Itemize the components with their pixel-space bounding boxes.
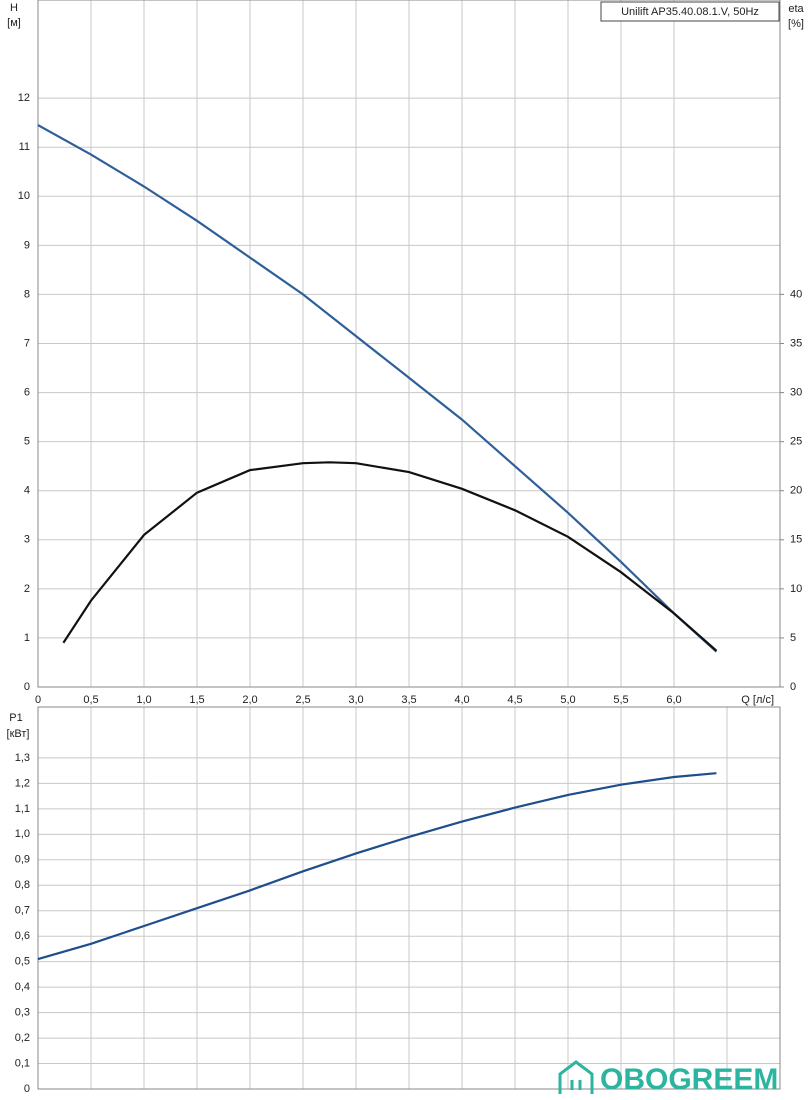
y2-tick-label: 40	[790, 288, 802, 300]
brand-text: OBOGREEM	[600, 1063, 778, 1096]
x-tick-label: 1,0	[136, 694, 151, 706]
x-tick-label: 5,5	[613, 694, 628, 706]
y-tick-label: 0,6	[15, 930, 30, 942]
x-tick-label: 4,0	[454, 694, 469, 706]
y-tick-label: 8	[24, 288, 30, 300]
y2-tick-label: 30	[790, 386, 802, 398]
y-tick-label: 5	[24, 436, 30, 448]
y2-tick-label: 25	[790, 436, 802, 448]
y-tick-label: 2	[24, 583, 30, 595]
x-tick-label: 1,5	[189, 694, 204, 706]
y-tick-label: 1,3	[15, 752, 30, 764]
y2-tick-label: 0	[790, 681, 796, 693]
y-tick-label: 6	[24, 386, 30, 398]
y-tick-label: 12	[18, 92, 30, 104]
y-tick-label: 1,0	[15, 828, 30, 840]
y2-tick-label: 20	[790, 485, 802, 497]
x-tick-label: 2,0	[242, 694, 257, 706]
y2-tick-label: 35	[790, 337, 802, 349]
y-tick-label: 7	[24, 337, 30, 349]
y-tick-label: 0,9	[15, 854, 30, 866]
y-tick-label: 0	[24, 681, 30, 693]
x-tick-label: 4,5	[507, 694, 522, 706]
x-tick-label: 0	[35, 694, 41, 706]
y-tick-label: 0,1	[15, 1057, 30, 1069]
x-tick-label: 6,0	[666, 694, 681, 706]
y2-tick-label: 10	[790, 583, 802, 595]
brand-icon	[558, 1060, 594, 1094]
y-axis-label: H	[10, 2, 18, 14]
series-line	[37, 772, 717, 961]
y-tick-label: 0,5	[15, 956, 30, 968]
y-tick-label: 1	[24, 632, 30, 644]
y-tick-label: 9	[24, 239, 30, 251]
y2-tick-label: 5	[790, 632, 796, 644]
plot-frame	[37, 706, 781, 1090]
x-tick-label: 5,0	[560, 694, 575, 706]
y-tick-label: 4	[24, 485, 30, 497]
y2-axis-label: eta	[788, 3, 804, 15]
x-axis-label: Q [л/с]	[741, 694, 774, 706]
x-tick-label: 0,5	[83, 694, 98, 706]
x-tick-label: 3,0	[348, 694, 363, 706]
legend-label: Unilift AP35.40.08.1.V, 50Hz	[621, 6, 759, 18]
y2-tick-label: 15	[790, 534, 802, 546]
y-tick-label: 0,7	[15, 905, 30, 917]
y-tick-label: 3	[24, 534, 30, 546]
y-tick-label: 0,4	[15, 981, 30, 993]
y-tick-label: 0,2	[15, 1032, 30, 1044]
y-axis-label: P1	[9, 712, 22, 724]
series-line	[37, 124, 718, 653]
y-tick-label: 0,3	[15, 1007, 30, 1019]
y-tick-label: 10	[18, 190, 30, 202]
legend-box	[600, 1, 780, 22]
y-tick-label: 0	[24, 1083, 30, 1095]
y-tick-label: 11	[19, 141, 30, 153]
y-axis-unit: [кВт]	[7, 728, 30, 740]
y-tick-label: 1,2	[15, 777, 30, 789]
series-line	[62, 461, 718, 652]
y2-axis-unit: [%]	[788, 18, 804, 30]
x-tick-label: 2,5	[295, 694, 310, 706]
y-axis-unit: [м]	[7, 17, 21, 29]
y-tick-label: 1,1	[15, 803, 30, 815]
y-tick-label: 0,8	[15, 879, 30, 891]
x-tick-label: 3,5	[401, 694, 416, 706]
